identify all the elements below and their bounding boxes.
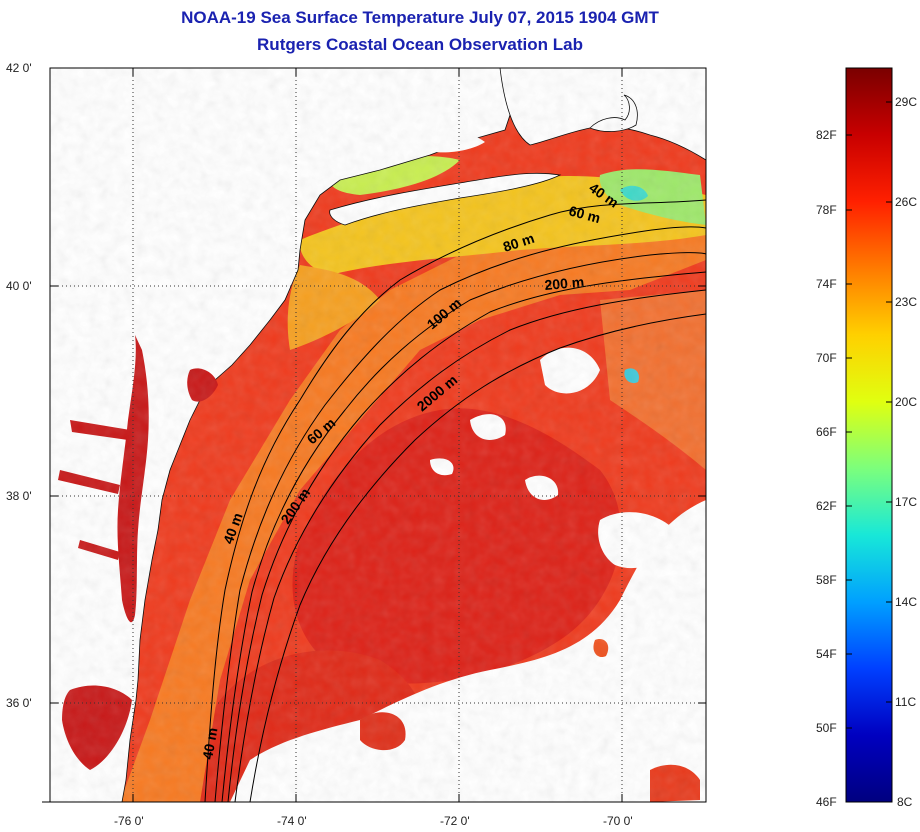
isobath-200 [234, 289, 706, 802]
lon-label: -72 0' [440, 814, 470, 828]
cb-f-label: 50F [816, 721, 837, 735]
isobath-lines [204, 199, 706, 802]
cb-f-label: 58F [816, 573, 837, 587]
cb-c-label: 23C [895, 295, 918, 309]
cb-f-label: 54F [816, 647, 837, 661]
cb-f-label: 82F [816, 128, 837, 142]
map-frame [49, 67, 707, 803]
isobath-60 [214, 226, 706, 802]
lat-label: 38 0' [6, 489, 32, 503]
isobath-label: 200 m [544, 274, 585, 293]
map-title: NOAA-19 Sea Surface Temperature July 07,… [181, 8, 659, 27]
cb-c-label: 29C [895, 95, 918, 109]
isobath-40 [204, 199, 706, 802]
cb-c-label: 17C [895, 495, 918, 509]
isobath-2000 [249, 313, 706, 802]
cb-f-label: 66F [816, 425, 837, 439]
lon-label: -70 0' [603, 814, 633, 828]
map-subtitle: Rutgers Coastal Ocean Observation Lab [257, 35, 583, 54]
cb-c-label: 11C [895, 695, 917, 709]
lat-label: 42 0' [6, 61, 32, 75]
colorbar [845, 67, 893, 803]
cb-c-label: 20C [895, 395, 918, 409]
cb-f-label: 74F [816, 277, 837, 291]
cb-f-label: 62F [816, 499, 837, 513]
isobath-80 [221, 252, 706, 802]
isobath-label: 60 m [567, 202, 602, 226]
lon-label: -74 0' [277, 814, 307, 828]
colorbar-ticks [846, 101, 892, 729]
texture [50, 68, 706, 802]
lat-label: 36 0' [6, 696, 32, 710]
isobath-100 [227, 271, 706, 802]
isobath-label: 40 m [199, 726, 220, 760]
lon-label: -76 0' [114, 814, 144, 828]
map-area: 40 m 60 m 80 m 200 m 100 m 2000 m 60 m 4… [50, 68, 706, 802]
lat-label: 40 0' [6, 279, 32, 293]
cb-c-label: 8C [897, 795, 913, 809]
cb-c-label: 26C [895, 195, 918, 209]
cb-f-label: 70F [816, 351, 837, 365]
frame-ticks [42, 68, 706, 803]
cb-c-label: 14C [895, 595, 918, 609]
graticule [50, 68, 706, 802]
cb-f-label: 46F [816, 795, 837, 809]
cb-f-label: 78F [816, 203, 837, 217]
